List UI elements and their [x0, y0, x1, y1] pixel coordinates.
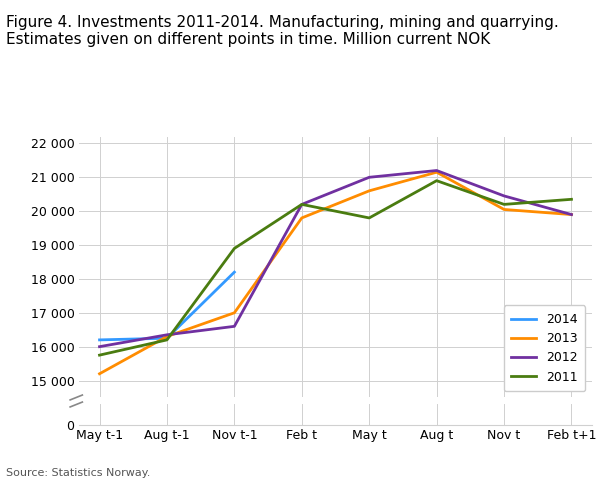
2012: [433, 167, 440, 173]
2013: [500, 206, 508, 212]
2011: [163, 337, 171, 343]
2012: [298, 202, 306, 207]
Text: Figure 4. Investments 2011-2014. Manufacturing, mining and quarrying.
Estimates : Figure 4. Investments 2011-2014. Manufac…: [6, 15, 559, 47]
2012: [365, 174, 373, 180]
2013: [568, 212, 575, 218]
Line: 2014: 2014: [99, 272, 234, 340]
2011: [365, 215, 373, 221]
2011: [433, 178, 440, 183]
2013: [163, 334, 171, 340]
2012: [231, 324, 238, 329]
2011: [231, 245, 238, 251]
Line: 2013: 2013: [99, 172, 572, 374]
Line: 2012: 2012: [99, 170, 572, 346]
2013: [298, 215, 306, 221]
2013: [231, 310, 238, 316]
2011: [96, 352, 103, 358]
Legend: 2014, 2013, 2012, 2011: 2014, 2013, 2012, 2011: [504, 305, 586, 391]
Text: Source: Statistics Norway.: Source: Statistics Norway.: [6, 468, 151, 478]
2013: [365, 188, 373, 194]
2012: [500, 193, 508, 199]
2012: [163, 332, 171, 338]
2011: [298, 202, 306, 207]
2013: [96, 371, 103, 377]
2014: [231, 269, 238, 275]
2013: [433, 169, 440, 175]
2014: [163, 335, 171, 341]
2011: [568, 196, 575, 202]
Line: 2011: 2011: [99, 181, 572, 355]
2011: [500, 202, 508, 207]
2014: [96, 337, 103, 343]
2012: [568, 212, 575, 218]
2012: [96, 344, 103, 349]
